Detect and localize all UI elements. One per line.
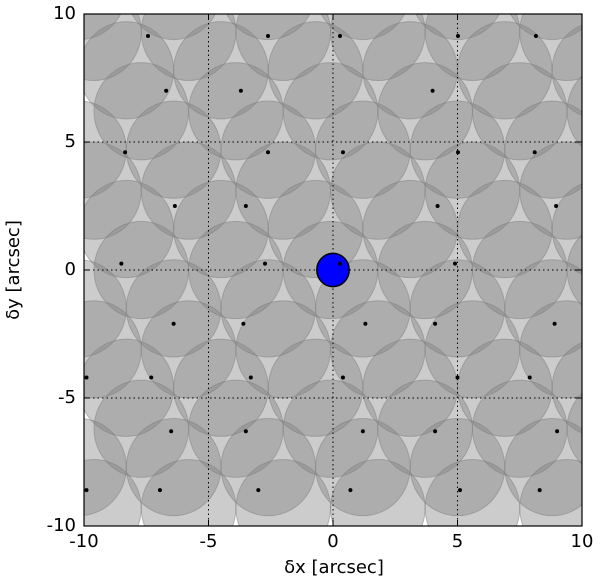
point (340, 150, 345, 155)
y-axis-label: δy [arcsec] (3, 220, 24, 320)
axes-layer: -10 -5 0 5 10 -10 -5 0 5 10 (47, 3, 594, 552)
fiber-circle (519, 300, 582, 399)
x-tick-label: -5 (200, 531, 218, 552)
point (360, 429, 365, 434)
point (266, 150, 271, 155)
point (433, 321, 438, 326)
fiber-circle (509, 14, 582, 41)
point (241, 321, 246, 326)
point (453, 261, 458, 266)
fiber-circle (519, 14, 582, 82)
point (455, 34, 460, 39)
point (348, 488, 353, 493)
point (430, 88, 435, 93)
point (457, 488, 462, 493)
x-tick-label: 5 (452, 531, 463, 552)
point (337, 34, 342, 39)
fiber-circle (125, 417, 222, 517)
point (243, 429, 248, 434)
point (164, 88, 169, 93)
point (554, 204, 559, 208)
point (552, 321, 557, 326)
point (455, 150, 460, 155)
point (238, 88, 243, 93)
x-axis-label: δx [arcsec] (284, 557, 384, 578)
fiber-circle (519, 141, 582, 240)
fiber-circle (551, 183, 582, 275)
point (537, 488, 542, 493)
point (84, 488, 89, 493)
point (555, 429, 560, 434)
point (433, 429, 438, 434)
plot-layer (84, 14, 582, 526)
point (263, 261, 268, 266)
point (435, 204, 440, 208)
point (149, 375, 154, 380)
fiber-circle (226, 14, 311, 41)
point (533, 34, 538, 39)
y-tick-label: 10 (53, 3, 76, 24)
target-circle (316, 252, 350, 288)
point (84, 375, 89, 380)
fiber-circle (415, 14, 500, 41)
point (243, 204, 248, 208)
fiber-circle (551, 24, 582, 117)
x-tick-label: 10 (571, 531, 594, 552)
fiber-circle (131, 14, 216, 41)
fiber-circle (84, 418, 127, 516)
point (363, 321, 368, 326)
fiber-circle (220, 417, 317, 517)
point (337, 261, 342, 266)
fiber-circle (504, 259, 582, 358)
point (527, 375, 532, 380)
y-tick-label: -10 (47, 515, 76, 536)
point (266, 34, 271, 39)
fiber-circle (320, 14, 406, 41)
point (340, 375, 345, 380)
fiber-circle (519, 458, 582, 526)
point (123, 150, 128, 155)
fiber-circle (504, 417, 582, 517)
y-tick-label: 5 (65, 131, 76, 152)
point (256, 488, 261, 493)
point (157, 488, 162, 493)
y-tick-label: -5 (58, 387, 76, 408)
x-tick-label: -10 (69, 531, 98, 552)
point (145, 34, 150, 39)
point (172, 204, 177, 208)
x-tick-label: 0 (327, 531, 338, 552)
fiber-circle (504, 100, 582, 199)
point (248, 375, 253, 380)
point (169, 429, 174, 434)
point (532, 150, 537, 155)
point (119, 261, 124, 266)
fiber-circle (551, 342, 582, 434)
y-tick-label: 0 (65, 259, 76, 280)
fiber-circle (84, 14, 122, 40)
point (455, 375, 460, 380)
point (171, 321, 176, 326)
